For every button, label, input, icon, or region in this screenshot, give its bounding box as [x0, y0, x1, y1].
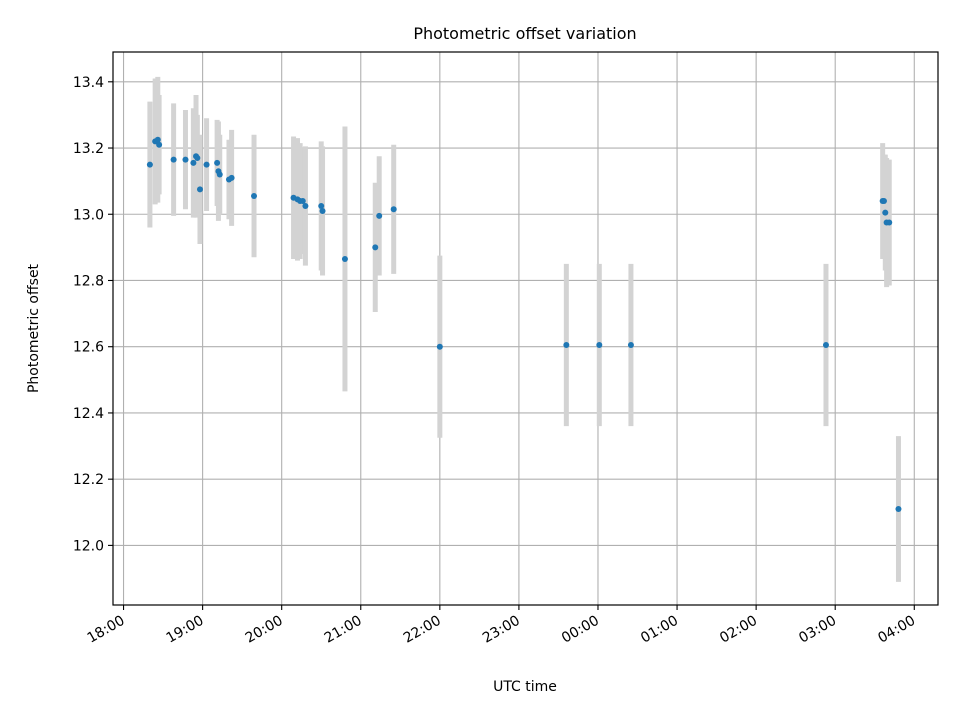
- data-point: [563, 342, 570, 349]
- data-point: [182, 156, 189, 163]
- data-point: [154, 136, 161, 143]
- y-tick-label: 12.0: [73, 538, 104, 554]
- data-point: [170, 156, 177, 163]
- data-point: [319, 207, 326, 214]
- y-tick-label: 13.4: [73, 75, 104, 91]
- data-point: [318, 202, 325, 209]
- y-tick-label: 12.2: [73, 472, 104, 488]
- data-point: [214, 159, 221, 166]
- chart-title: Photometric offset variation: [413, 24, 636, 43]
- data-point: [203, 161, 210, 168]
- data-point: [822, 342, 829, 349]
- data-point: [882, 209, 889, 216]
- grid-lines: [113, 52, 938, 605]
- data-points: [146, 136, 902, 512]
- data-point: [302, 202, 309, 209]
- data-point: [895, 505, 902, 512]
- data-point: [886, 219, 893, 226]
- plot-frame: [112, 51, 939, 606]
- y-tick-label: 12.6: [73, 340, 104, 356]
- y-tick-label: 12.8: [73, 273, 104, 289]
- data-point: [228, 174, 235, 181]
- data-point: [216, 171, 223, 178]
- data-point: [194, 154, 201, 161]
- data-point: [372, 244, 379, 251]
- data-point: [190, 159, 197, 166]
- data-point: [436, 343, 443, 350]
- data-point: [880, 198, 887, 205]
- y-axis-ticks: 12.0 12.2 12.4 12.6 12.8 13.0 13.2 13.4: [73, 75, 113, 554]
- data-point: [146, 161, 153, 168]
- data-point: [376, 212, 383, 219]
- data-point: [390, 206, 397, 213]
- y-tick-label: 13.0: [73, 207, 104, 223]
- y-tick-label: 13.2: [73, 141, 104, 157]
- y-axis-label: Photometric offset: [26, 263, 42, 393]
- data-point: [627, 342, 634, 349]
- data-point: [299, 198, 306, 205]
- data-point: [251, 193, 258, 200]
- data-point: [341, 255, 348, 262]
- y-tick-label: 12.4: [73, 406, 104, 422]
- data-point: [596, 342, 603, 349]
- x-axis-label: UTC time: [493, 679, 557, 695]
- data-point: [156, 141, 163, 148]
- data-point: [196, 186, 203, 193]
